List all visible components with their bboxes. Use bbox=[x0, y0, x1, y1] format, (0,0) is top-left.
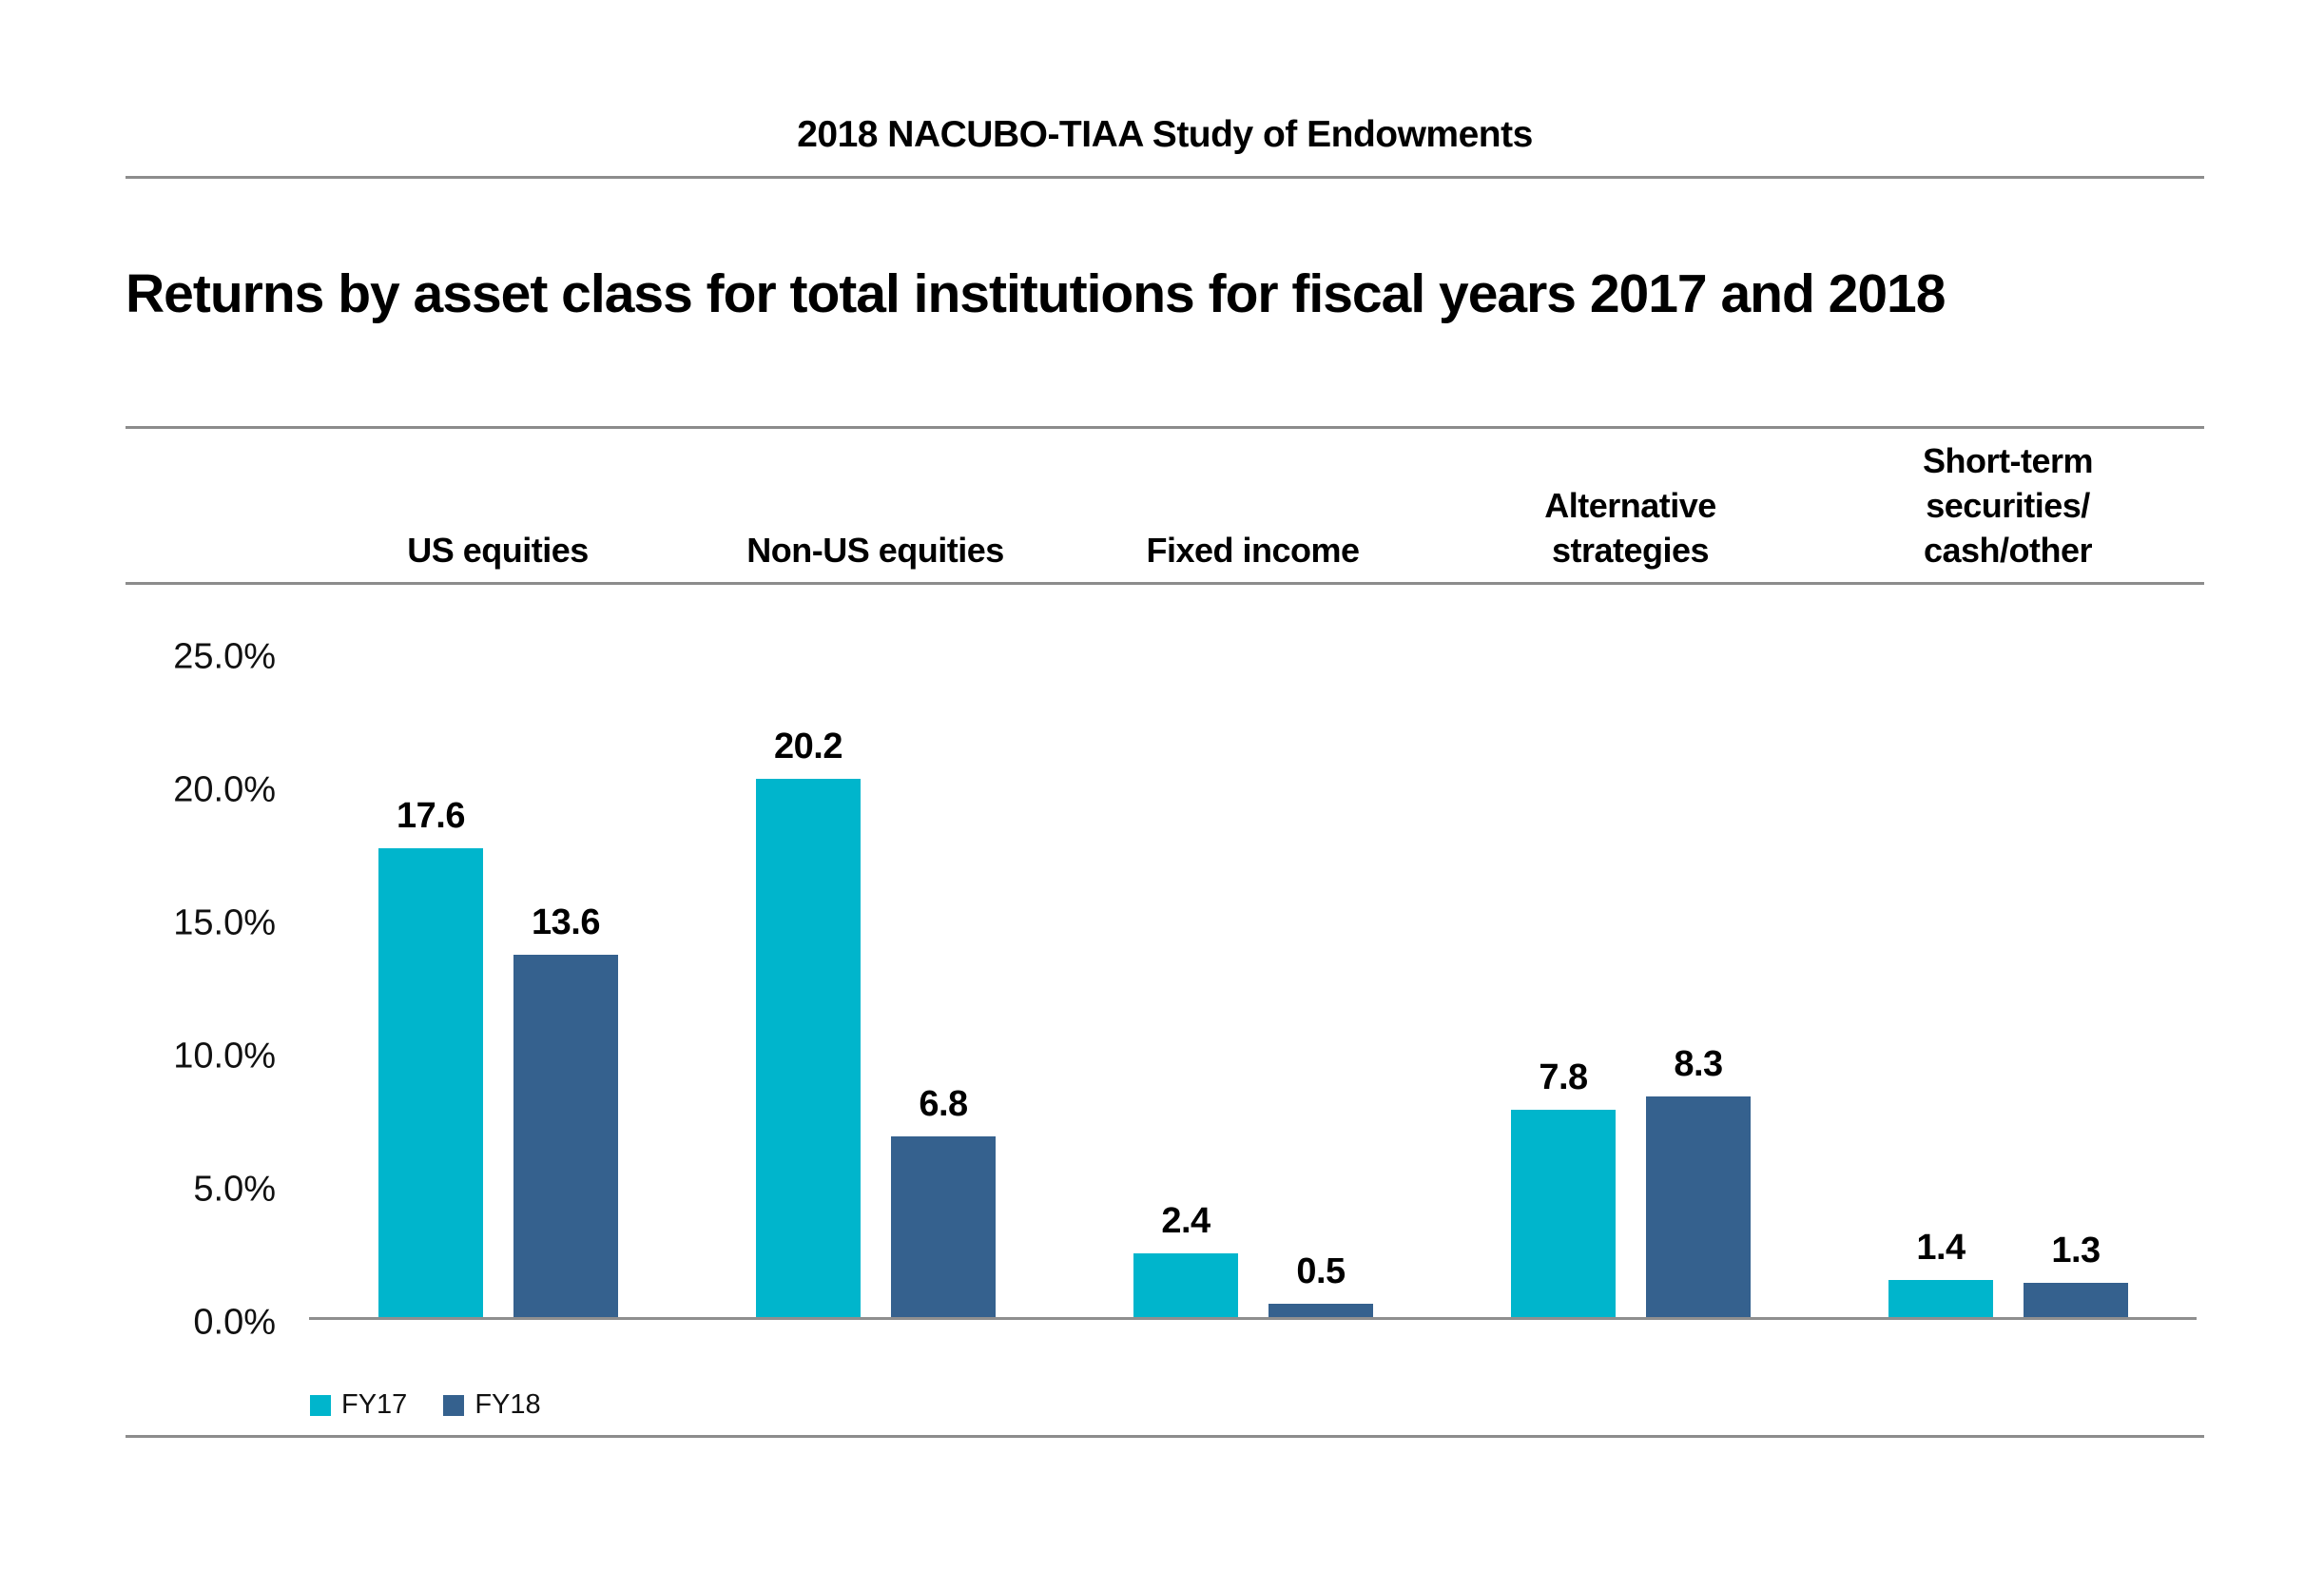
bar-fy17 bbox=[1133, 1253, 1238, 1317]
bar-fy18 bbox=[891, 1136, 996, 1317]
bar-value-label: 1.4 bbox=[1916, 1228, 1966, 1268]
report-header-title: 2018 NACUBO-TIAA Study of Endowments bbox=[797, 114, 1533, 155]
column-headers-top-line bbox=[126, 426, 2204, 429]
bar-fy17 bbox=[378, 848, 483, 1317]
bar-fy17 bbox=[1511, 1110, 1616, 1317]
bar-fy17 bbox=[756, 779, 861, 1317]
legend-item-fy18: FY18 bbox=[443, 1389, 541, 1421]
bar-fy18 bbox=[1269, 1304, 1373, 1317]
column-header-fixed-income: Fixed income bbox=[1146, 531, 1360, 570]
legend-label: FY18 bbox=[474, 1389, 541, 1420]
x-axis-line bbox=[309, 1317, 2197, 1320]
column-header-short-term: Short-term securities/ cash/other bbox=[1922, 441, 2094, 570]
bar-value-label: 2.4 bbox=[1161, 1201, 1210, 1241]
header-divider-line bbox=[126, 176, 2204, 179]
bar-fy18 bbox=[513, 955, 618, 1317]
column-header-non-us-equities: Non-US equities bbox=[746, 531, 1004, 570]
bar-value-label: 6.8 bbox=[919, 1084, 968, 1124]
y-axis-tick-label: 25.0% bbox=[173, 636, 276, 677]
plot-area: 17.6 13.6 20.2 6.8 2.4 0.5 7.8 8.3 1.4 1.3 bbox=[309, 590, 2197, 1320]
bar-fy18 bbox=[2024, 1283, 2128, 1317]
bar-fy17 bbox=[1888, 1280, 1993, 1317]
y-axis-tick-label: 0.0% bbox=[193, 1302, 276, 1343]
chart-title: Returns by asset class for total institu… bbox=[126, 263, 1946, 324]
column-header-us-equities: US equities bbox=[407, 531, 589, 570]
bar-value-label: 0.5 bbox=[1296, 1251, 1346, 1291]
bar-value-label: 13.6 bbox=[532, 902, 600, 942]
bar-value-label: 17.6 bbox=[397, 796, 465, 836]
bar-value-label: 7.8 bbox=[1539, 1057, 1588, 1097]
bar-value-label: 20.2 bbox=[774, 727, 842, 766]
y-axis-tick-label: 20.0% bbox=[173, 769, 276, 810]
bar-fy18 bbox=[1646, 1096, 1751, 1317]
legend-label: FY17 bbox=[341, 1389, 408, 1420]
legend-swatch-fy18 bbox=[443, 1394, 465, 1416]
column-headers-bottom-line bbox=[126, 582, 2204, 585]
bar-value-label: 1.3 bbox=[2051, 1231, 2101, 1270]
column-headers-row: US equities Non-US equities Fixed income… bbox=[309, 429, 2197, 582]
bar-value-label: 8.3 bbox=[1674, 1044, 1723, 1084]
legend-swatch-fy17 bbox=[310, 1394, 331, 1416]
column-header-alternative-strategies: Alternative strategies bbox=[1544, 486, 1716, 570]
y-axis-tick-label: 5.0% bbox=[193, 1169, 276, 1210]
y-axis-tick-label: 10.0% bbox=[173, 1036, 276, 1076]
bottom-divider-line bbox=[126, 1435, 2204, 1438]
y-axis-tick-label: 15.0% bbox=[173, 902, 276, 943]
legend-item-fy17: FY17 bbox=[310, 1389, 407, 1421]
legend: FY17 FY18 bbox=[310, 1389, 541, 1421]
